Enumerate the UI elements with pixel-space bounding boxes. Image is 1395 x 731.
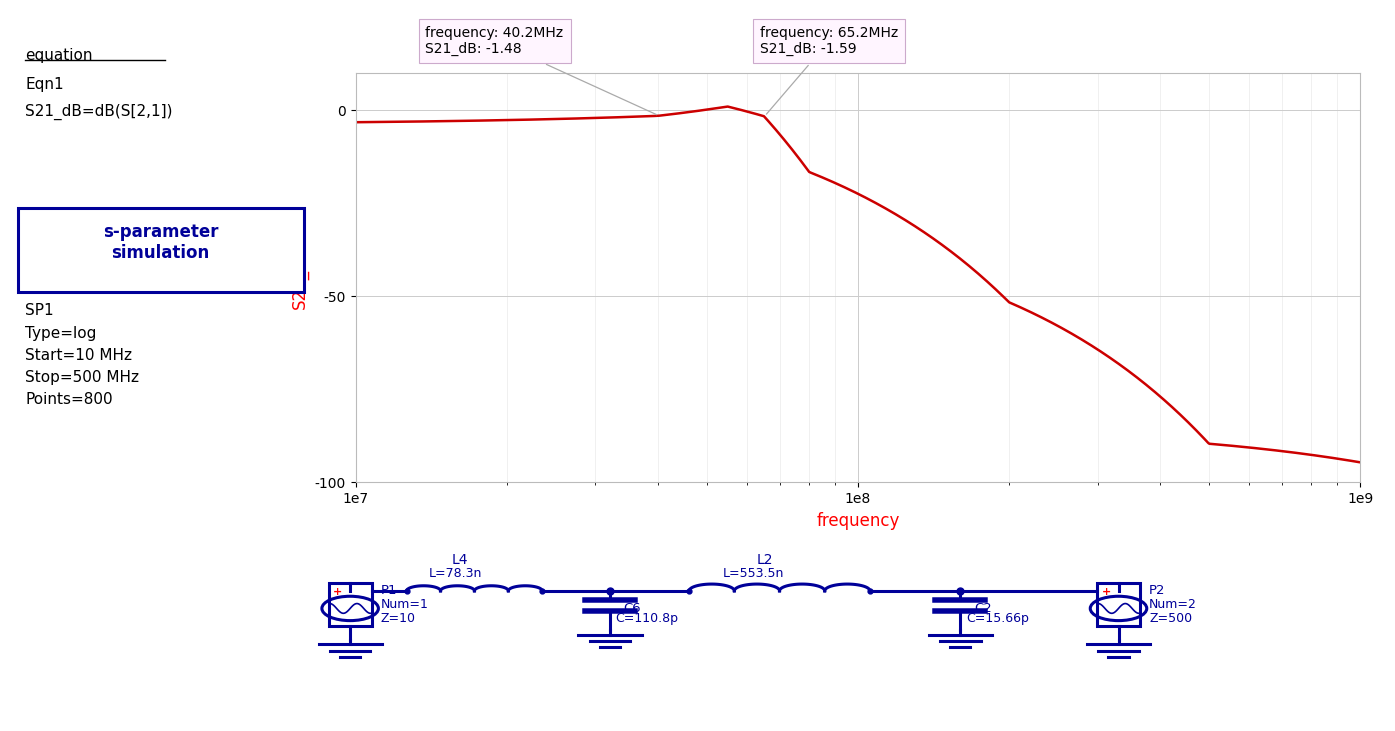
Text: P2: P2 (1149, 584, 1165, 597)
Text: frequency: 40.2MHz
S21_dB: -1.48: frequency: 40.2MHz S21_dB: -1.48 (425, 26, 657, 115)
FancyBboxPatch shape (1096, 583, 1140, 626)
Text: +: + (1102, 586, 1110, 596)
Text: S21_dB=dB(S[2,1]): S21_dB=dB(S[2,1]) (25, 104, 173, 120)
Text: C=15.66p: C=15.66p (965, 613, 1030, 625)
Text: SP1
Type=log
Start=10 MHz
Stop=500 MHz
Points=800: SP1 Type=log Start=10 MHz Stop=500 MHz P… (25, 303, 140, 407)
Text: C6: C6 (624, 602, 642, 615)
Text: Z=500: Z=500 (1149, 612, 1193, 625)
Text: L2: L2 (757, 553, 773, 567)
Text: Num=1: Num=1 (381, 598, 428, 611)
Text: C2: C2 (974, 602, 992, 615)
Text: L=78.3n: L=78.3n (430, 567, 483, 580)
Text: s-parameter
simulation: s-parameter simulation (103, 223, 218, 262)
X-axis label: frequency: frequency (816, 512, 900, 530)
FancyBboxPatch shape (329, 583, 371, 626)
Text: L4: L4 (452, 553, 469, 567)
Text: equation: equation (25, 48, 92, 63)
Text: Eqn1: Eqn1 (25, 77, 64, 92)
Text: C=110.8p: C=110.8p (615, 613, 679, 625)
Text: L=553.5n: L=553.5n (723, 567, 784, 580)
Text: Num=2: Num=2 (1149, 598, 1197, 611)
Text: +: + (333, 586, 342, 596)
Y-axis label: S21_dB: S21_dB (292, 247, 310, 308)
Text: Z=10: Z=10 (381, 612, 416, 625)
Text: P1: P1 (381, 584, 398, 597)
Text: frequency: 65.2MHz
S21_dB: -1.59: frequency: 65.2MHz S21_dB: -1.59 (760, 26, 898, 114)
